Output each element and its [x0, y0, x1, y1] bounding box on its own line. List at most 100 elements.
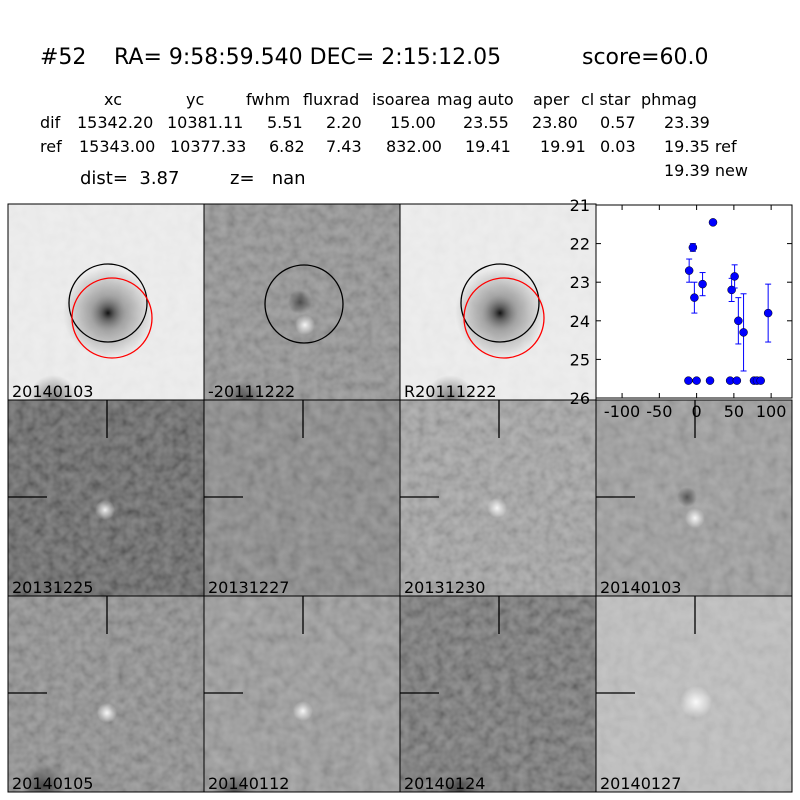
image-panel	[596, 596, 792, 792]
data-point	[690, 293, 699, 302]
image-panel	[400, 400, 596, 596]
image-panel	[596, 400, 792, 596]
panel-label: 20140112	[208, 774, 289, 793]
panel-noise	[8, 400, 204, 596]
aperture-circle	[264, 264, 344, 344]
table-cell: 10377.33	[170, 137, 246, 156]
data-point	[739, 328, 748, 337]
column-header: cl star	[581, 90, 631, 109]
dist: dist= 3.87	[80, 168, 179, 189]
table-cell: 19.35 ref	[664, 137, 737, 156]
data-point	[684, 266, 694, 275]
table-cell: 5.51	[267, 113, 303, 132]
x-tick-label: 100	[756, 402, 787, 421]
data-point	[732, 376, 742, 385]
source-blob	[293, 701, 313, 721]
column-header: xc	[104, 90, 122, 109]
panel-label: 20140127	[600, 774, 681, 793]
source-blob	[425, 375, 475, 400]
table-cell: 10381.11	[167, 113, 243, 132]
x-tick-label: -50	[646, 402, 672, 421]
image-panel	[8, 400, 204, 596]
y-tick-label: 24	[570, 312, 590, 331]
panel-label: 20131230	[404, 578, 485, 597]
source-blob	[685, 508, 705, 528]
panel-noise	[8, 596, 204, 792]
column-header: isoarea	[372, 90, 430, 109]
phmag-new: 19.39 new	[664, 161, 748, 180]
panel-label: 20131225	[12, 578, 93, 597]
source-blob	[28, 375, 78, 400]
panel-label: 20131227	[208, 578, 289, 597]
aperture-circle	[460, 263, 540, 343]
aperture-circle	[71, 277, 153, 359]
table-cell: 6.82	[269, 137, 305, 156]
table-cell: 15342.20	[77, 113, 153, 132]
source-blob	[97, 703, 117, 723]
image-panel	[204, 596, 400, 792]
source-blob	[288, 290, 312, 314]
candidate-id: #52	[40, 45, 86, 70]
data-point	[730, 272, 739, 281]
table-cell: ref	[40, 137, 62, 156]
source-blob	[90, 295, 126, 331]
table-cell: 2.20	[326, 113, 362, 132]
table-cell: 19.41	[465, 137, 511, 156]
data-point	[734, 316, 743, 326]
source-blob	[224, 380, 264, 400]
y-tick-label: 25	[570, 350, 590, 369]
source-blob	[440, 772, 480, 792]
aperture-circle	[68, 263, 148, 343]
column-header: fluxrad	[303, 90, 359, 109]
image-panel	[204, 400, 400, 596]
panel-label: 20140124	[404, 774, 485, 793]
table-cell: dif	[40, 113, 61, 132]
data-point	[692, 376, 701, 385]
source-blob	[482, 295, 518, 331]
source-blob	[295, 315, 315, 335]
table-cell: 19.91	[540, 137, 586, 156]
panel-noise	[204, 400, 400, 596]
table-cell: 832.00	[386, 137, 442, 156]
panel-label: 20140103	[12, 382, 93, 401]
y-tick-label: 21	[570, 196, 590, 215]
table-cell: 15.00	[390, 113, 436, 132]
y-tick-label: 26	[570, 389, 590, 408]
data-point	[708, 218, 718, 227]
table-cell: 23.39	[664, 113, 710, 132]
y-tick-label: 22	[570, 235, 590, 254]
source-blob	[487, 498, 507, 518]
panel-label: 20140103	[600, 578, 681, 597]
image-panel	[8, 596, 204, 792]
x-tick-label: 0	[692, 402, 702, 421]
panel-label: R20111222	[404, 382, 497, 401]
source-blob	[677, 487, 697, 507]
data-point	[763, 308, 773, 318]
column-header: yc	[186, 90, 204, 109]
data-point	[688, 243, 698, 252]
panel-label: -20111222	[208, 382, 295, 401]
y-tick-label: 23	[570, 273, 590, 292]
score: score=60.0	[582, 45, 709, 70]
redshift: z= nan	[230, 168, 306, 189]
table-cell: 15343.00	[79, 137, 155, 156]
table-cell: 23.55	[463, 113, 509, 132]
coordinates: RA= 9:58:59.540 DEC= 2:15:12.05	[114, 45, 501, 70]
source-blob	[212, 770, 256, 792]
table-cell: 23.80	[532, 113, 578, 132]
data-point	[698, 279, 707, 289]
image-panel	[400, 596, 596, 792]
data-point	[684, 376, 693, 385]
panel-noise	[204, 596, 400, 792]
table-cell: 7.43	[326, 137, 362, 156]
panel-noise	[400, 400, 596, 596]
image-panel	[400, 204, 596, 400]
data-point	[756, 376, 765, 385]
column-header: fwhm	[246, 90, 290, 109]
column-header: mag auto	[437, 90, 514, 109]
image-panel	[8, 204, 204, 400]
source-blob	[95, 500, 115, 520]
panel-noise	[400, 596, 596, 792]
